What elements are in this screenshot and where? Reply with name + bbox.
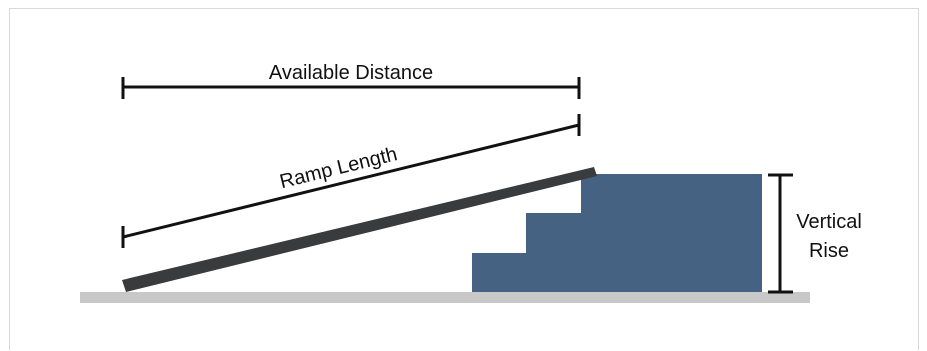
ramp-length-dimension [121,114,581,248]
ground-line [80,292,810,303]
vertical-rise-label-line2: Rise [809,240,849,262]
stair-block [472,174,762,292]
ramp-length-label: Ramp Length [278,143,400,193]
ramp-board [122,167,597,292]
available-distance-label: Available Distance [269,62,433,84]
vertical-rise-dimension [768,173,793,294]
available-distance-dimension [121,77,581,99]
vertical-rise-label-line1: Vertical [796,211,862,233]
